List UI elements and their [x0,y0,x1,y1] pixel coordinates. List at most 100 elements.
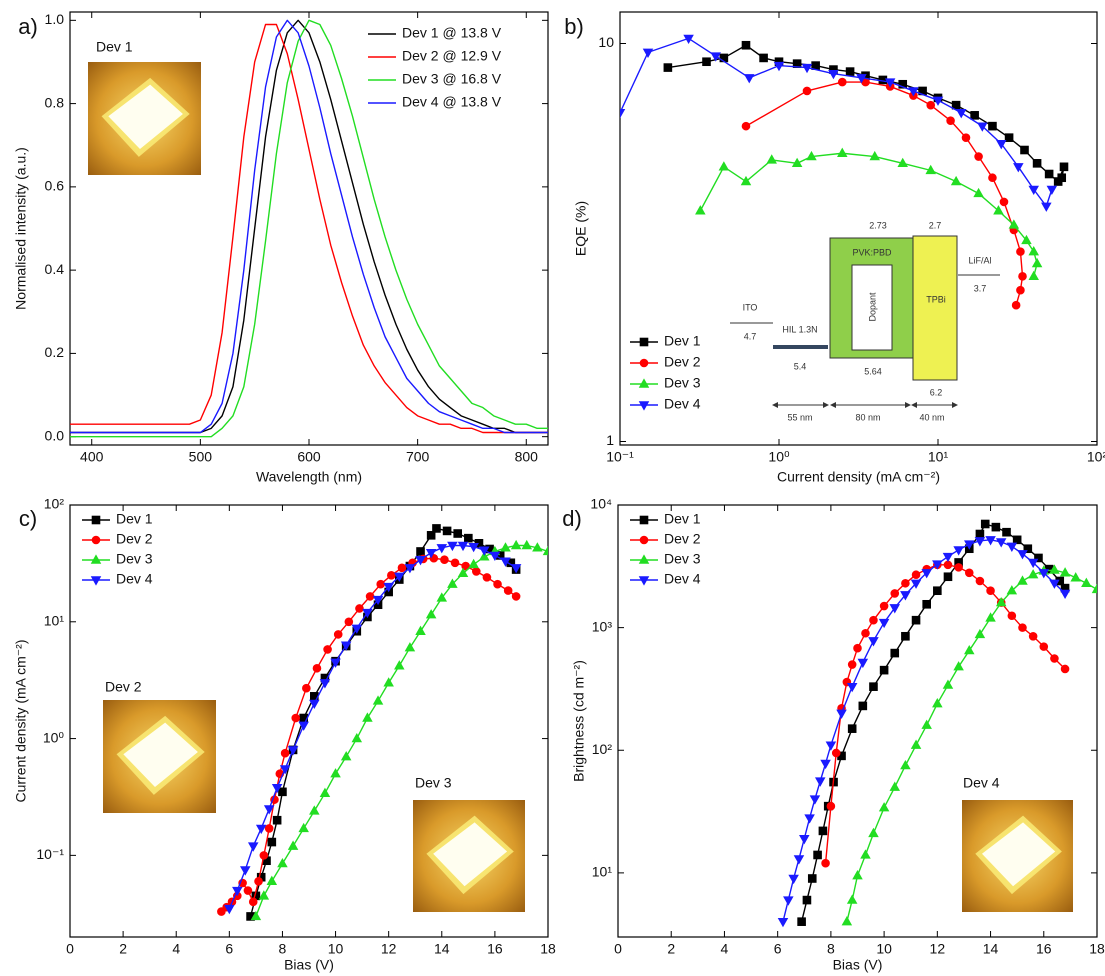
legend-marker [638,401,650,411]
marker [461,561,470,571]
marker [974,152,983,161]
y-tick-label: 0.8 [45,94,65,110]
marker [846,894,858,904]
marker [500,557,511,567]
marker [853,643,862,653]
marker [814,777,826,787]
x-tick-label: 0 [66,941,74,957]
marker [362,608,373,619]
y-tick-label: 10² [44,496,65,512]
marker [926,100,936,110]
marker [961,133,971,142]
marker [783,896,794,906]
marker [922,599,931,609]
inset-label: 5.4 [794,361,807,371]
marker [447,541,458,552]
legend-marker [638,576,650,586]
marker [254,876,263,886]
legend-label: Dev 2 @ 12.9 V [402,48,502,64]
x-tick-label: 4 [172,941,180,957]
marker [1021,234,1032,245]
marker [943,572,953,582]
x-tick-label: 2 [667,941,675,957]
x-tick-label: 10² [1087,449,1105,465]
inset-label: 2.7 [929,220,942,230]
marker [868,827,879,838]
inset-label: LiF/Al [968,255,991,265]
marker [797,917,806,926]
marker [901,578,910,588]
marker [951,100,961,110]
photo-pixel [108,84,183,150]
marker [1049,564,1060,574]
marker [942,679,954,689]
marker [826,801,836,811]
marker [532,542,543,552]
marker [777,917,789,928]
dopant-layer [851,264,893,351]
marker [841,916,853,926]
marker [1018,623,1027,632]
marker [330,658,341,668]
photo-label: Dev 3 [415,775,452,791]
marker [250,910,262,921]
marker [376,579,386,589]
marker [1020,145,1029,155]
marker [1057,173,1067,183]
inset-label: 55 nm [787,412,812,422]
marker [995,596,1007,607]
marker [1032,159,1042,168]
x-tick-label: 800 [515,449,539,465]
marker [224,904,235,915]
marker [255,824,267,835]
legend-marker [639,535,649,545]
marker [503,586,513,595]
marker [950,175,962,186]
marker [247,842,259,852]
plot-frame [617,504,1098,938]
y-tick-label: 10⁻¹ [36,846,64,862]
photo-pixel [981,822,1056,887]
x-tick-label: 8 [827,941,835,957]
marker [319,787,331,797]
marker [683,34,694,45]
marker [991,522,1001,532]
marker [985,536,996,546]
marker [394,660,405,670]
x-tick-label: 500 [189,449,213,465]
marker [766,154,777,164]
marker [453,529,463,538]
x-tick-label: 400 [80,449,104,465]
marker [287,840,299,850]
marker [889,781,901,791]
marker [404,642,416,652]
x-tick-label: 12 [381,941,397,957]
x-tick-label: 10¹ [928,449,949,465]
x-tick-label: 18 [540,941,556,957]
marker [743,74,755,84]
marker [1059,589,1071,600]
marker [807,874,817,883]
marker [416,547,425,556]
legend-marker [90,576,102,586]
marker [825,741,837,751]
marker [309,805,320,815]
marker [1038,569,1050,579]
x-tick-label: 12 [930,941,946,957]
marker [702,57,711,67]
marker [878,802,890,812]
marker [258,890,270,900]
marker [741,40,751,50]
marker [397,563,407,573]
y-axis-label: Current density (mA cm⁻²) [13,640,29,803]
marker [489,551,501,562]
marker [323,645,332,654]
marker [263,805,275,815]
marker [943,560,953,570]
marker [910,579,922,589]
marker [953,546,964,556]
marker [298,822,309,833]
marker [954,563,963,572]
legend-marker [638,378,650,388]
